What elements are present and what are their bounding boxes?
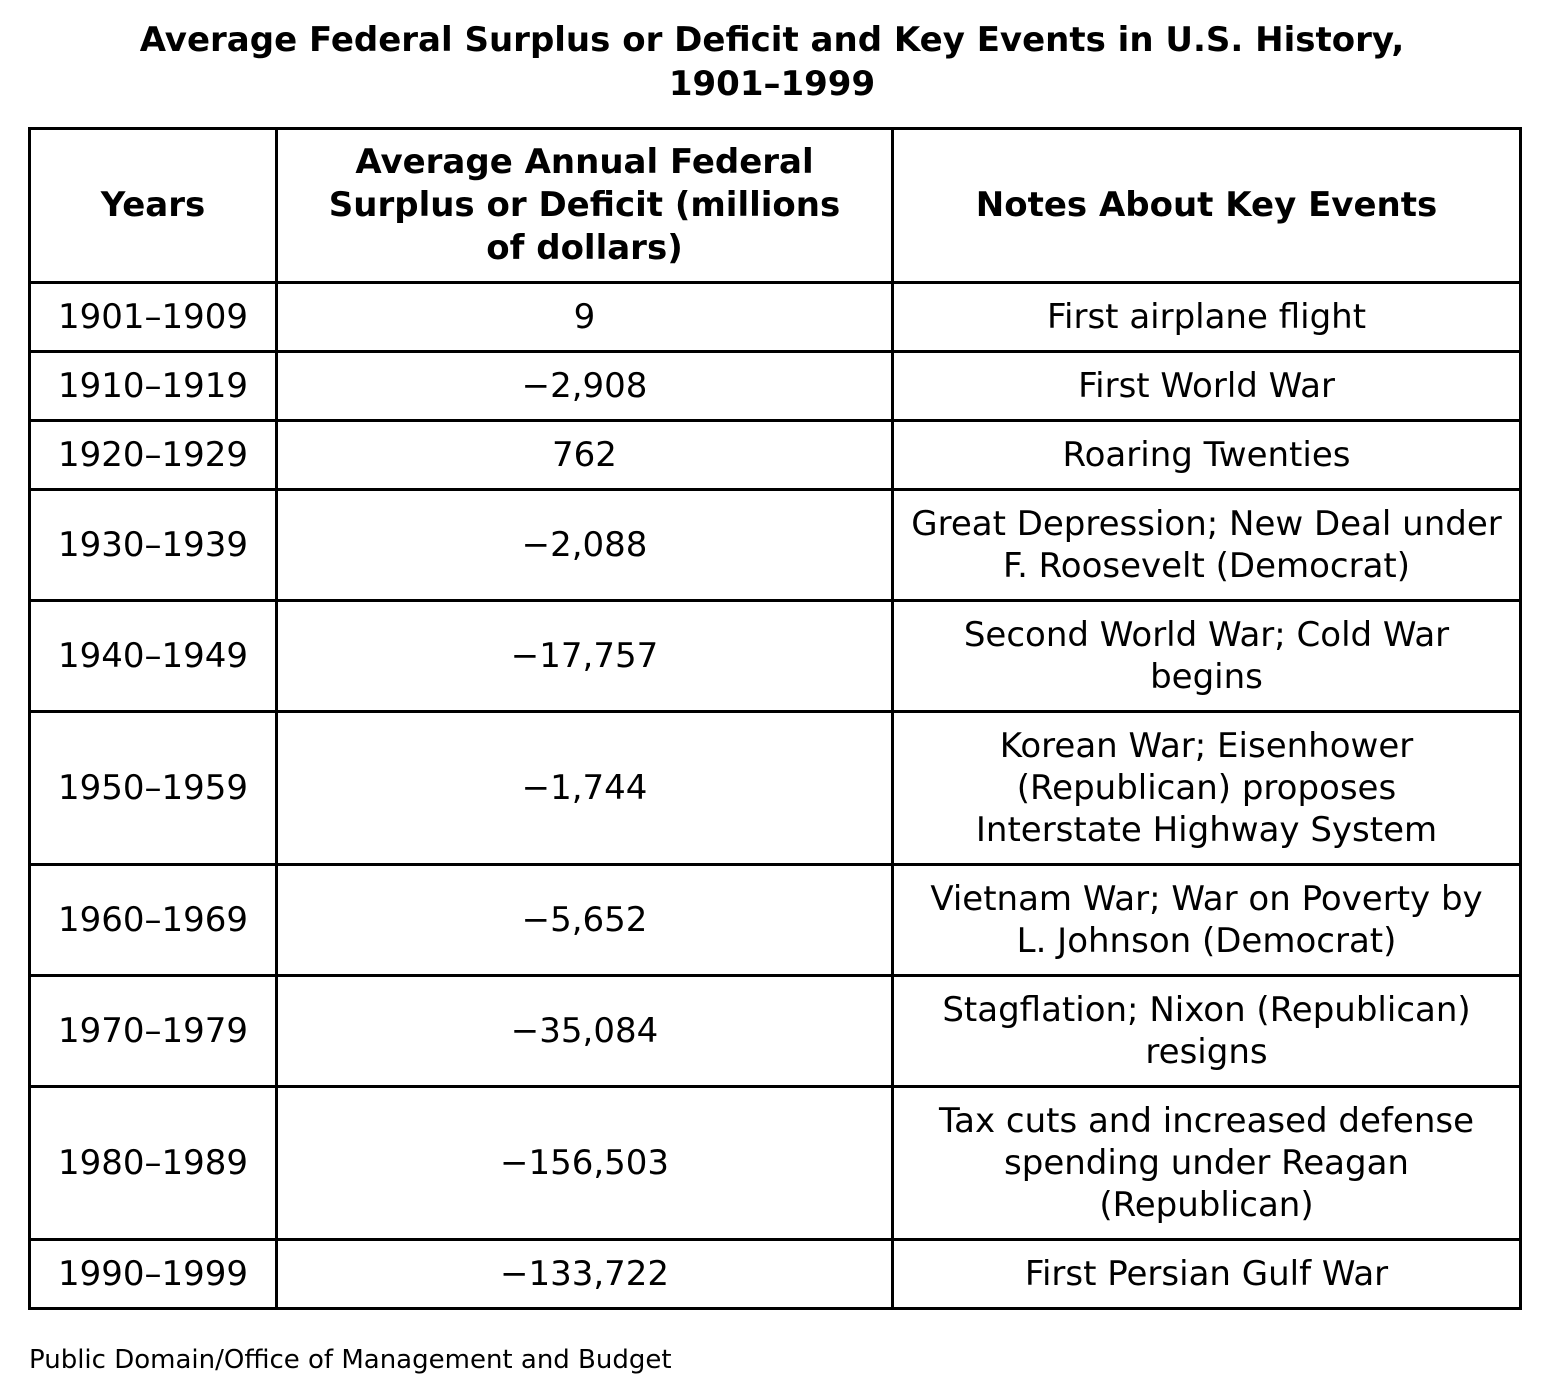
table-row: 1901–1909 9 First airplane flight bbox=[28, 281, 1522, 353]
cell-value: −2,088 bbox=[275, 488, 894, 602]
cell-years: 1990–1999 bbox=[28, 1238, 278, 1310]
cell-value: −5,652 bbox=[275, 863, 894, 977]
cell-value: −17,757 bbox=[275, 599, 894, 713]
cell-notes: First World War bbox=[891, 350, 1522, 422]
header-surplus-deficit: Average Annual Federal Surplus or Defici… bbox=[275, 127, 894, 284]
cell-notes: Tax cuts and increased defense spending … bbox=[891, 1085, 1522, 1241]
cell-value: 9 bbox=[275, 281, 894, 353]
title-line-2: 1901–1999 bbox=[668, 64, 876, 104]
table-row: 1950–1959 −1,744 Korean War; Eisenhower … bbox=[28, 710, 1522, 866]
cell-years: 1930–1939 bbox=[28, 488, 278, 602]
table-row: 1920–1929 762 Roaring Twenties bbox=[28, 419, 1522, 491]
source-caption: Public Domain/Office of Management and B… bbox=[29, 1345, 672, 1375]
cell-value: −2,908 bbox=[275, 350, 894, 422]
cell-value: −133,722 bbox=[275, 1238, 894, 1310]
cell-years: 1940–1949 bbox=[28, 599, 278, 713]
table-row: 1990–1999 −133,722 First Persian Gulf Wa… bbox=[28, 1238, 1522, 1310]
cell-value: −35,084 bbox=[275, 974, 894, 1088]
cell-notes: Vietnam War; War on Poverty by L. Johnso… bbox=[891, 863, 1522, 977]
header-years: Years bbox=[28, 127, 278, 284]
cell-notes: First airplane flight bbox=[891, 281, 1522, 353]
cell-notes: First Persian Gulf War bbox=[891, 1238, 1522, 1310]
table-row: 1930–1939 −2,088 Great Depression; New D… bbox=[28, 488, 1522, 602]
cell-notes: Korean War; Eisenhower (Republican) prop… bbox=[891, 710, 1522, 866]
cell-notes: Stagflation; Nixon (Republican) resigns bbox=[891, 974, 1522, 1088]
cell-value: 762 bbox=[275, 419, 894, 491]
cell-years: 1920–1929 bbox=[28, 419, 278, 491]
cell-value: −1,744 bbox=[275, 710, 894, 866]
deficit-events-table: Years Average Annual Federal Surplus or … bbox=[28, 127, 1522, 1310]
cell-years: 1901–1909 bbox=[28, 281, 278, 353]
table-row: 1970–1979 −35,084 Stagflation; Nixon (Re… bbox=[28, 974, 1522, 1088]
cell-notes: Second World War; Cold War begins bbox=[891, 599, 1522, 713]
title-line-1: Average Federal Surplus or Deficit and K… bbox=[139, 20, 1405, 60]
table-header-row: Years Average Annual Federal Surplus or … bbox=[28, 127, 1522, 284]
table-row: 1980–1989 −156,503 Tax cuts and increase… bbox=[28, 1085, 1522, 1241]
cell-years: 1980–1989 bbox=[28, 1085, 278, 1241]
header-notes: Notes About Key Events bbox=[891, 127, 1522, 284]
cell-years: 1910–1919 bbox=[28, 350, 278, 422]
page-title: Average Federal Surplus or Deficit and K… bbox=[40, 18, 1504, 106]
table-row: 1910–1919 −2,908 First World War bbox=[28, 350, 1522, 422]
cell-years: 1960–1969 bbox=[28, 863, 278, 977]
table-row: 1940–1949 −17,757 Second World War; Cold… bbox=[28, 599, 1522, 713]
cell-notes: Great Depression; New Deal under F. Roos… bbox=[891, 488, 1522, 602]
cell-value: −156,503 bbox=[275, 1085, 894, 1241]
cell-years: 1970–1979 bbox=[28, 974, 278, 1088]
table-row: 1960–1969 −5,652 Vietnam War; War on Pov… bbox=[28, 863, 1522, 977]
cell-notes: Roaring Twenties bbox=[891, 419, 1522, 491]
cell-years: 1950–1959 bbox=[28, 710, 278, 866]
